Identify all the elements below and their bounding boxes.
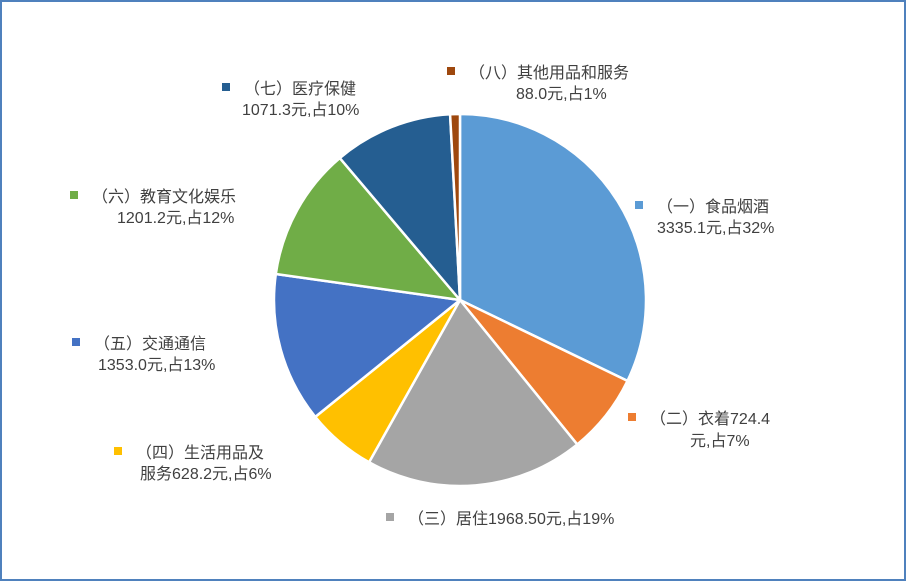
label-clothing-share: 元,占7% [690, 433, 750, 450]
label-education-name: （六）教育文化娱乐 [92, 187, 237, 206]
legend-marker-household [114, 447, 122, 455]
label-education: （六）教育文化娱乐 1201.2元,占12% [70, 186, 236, 230]
label-household-value: 628.2元,占6% [172, 466, 272, 483]
label-transport: （五）交通通信 1353.0元,占13% [72, 333, 215, 377]
legend-marker-other [447, 67, 455, 75]
label-food-name: （一）食品烟酒 [657, 197, 770, 216]
label-household: （四）生活用品及 服务628.2元,占6% [114, 442, 272, 486]
pie-slice-food [458, 112, 648, 383]
label-transport-name: （五）交通通信 [94, 334, 207, 353]
label-household-name: （四）生活用品及 [136, 443, 265, 462]
label-healthcare: （七）医疗保健 1071.3元,占10% [222, 78, 359, 122]
label-food-value: 3335.1元,占32% [657, 220, 775, 237]
legend-marker-transport [72, 338, 80, 346]
legend-marker-clothing [628, 413, 636, 421]
pie-slice-healthcare [338, 113, 462, 302]
label-transport-value: 1353.0元,占13% [98, 357, 216, 374]
pie-slice-housing [367, 298, 579, 488]
label-housing-name: （三）居住 [408, 509, 489, 528]
label-other: （八）其他用品和服务 88.0元,占1% [447, 62, 629, 106]
label-clothing-name: （二）衣着 [650, 409, 731, 428]
label-household-name-2: 服务 [140, 466, 173, 483]
label-other-value: 88.0元,占1% [516, 86, 607, 103]
label-food: （一）食品烟酒 3335.1元,占32% [635, 196, 774, 240]
pie-slice-transport [272, 272, 462, 419]
legend-marker-food [635, 201, 643, 209]
label-other-name: （八）其他用品和服务 [469, 63, 630, 82]
legend-marker-healthcare [222, 83, 230, 91]
label-education-value: 1201.2元,占12% [117, 210, 235, 227]
label-clothing: （二）衣着724.4 元,占7% [628, 408, 770, 453]
pie-slice-other [448, 112, 462, 302]
pie-slice-education [274, 156, 462, 302]
legend-marker-education [70, 191, 78, 199]
label-housing-value: 1968.50元,占19% [488, 511, 615, 528]
label-healthcare-name: （七）医疗保健 [244, 79, 357, 98]
label-housing: （三）居住1968.50元,占19% [386, 508, 614, 531]
label-clothing-value: 724.4 [730, 411, 771, 428]
label-healthcare-value: 1071.3元,占10% [242, 102, 360, 119]
legend-marker-housing [386, 513, 394, 521]
